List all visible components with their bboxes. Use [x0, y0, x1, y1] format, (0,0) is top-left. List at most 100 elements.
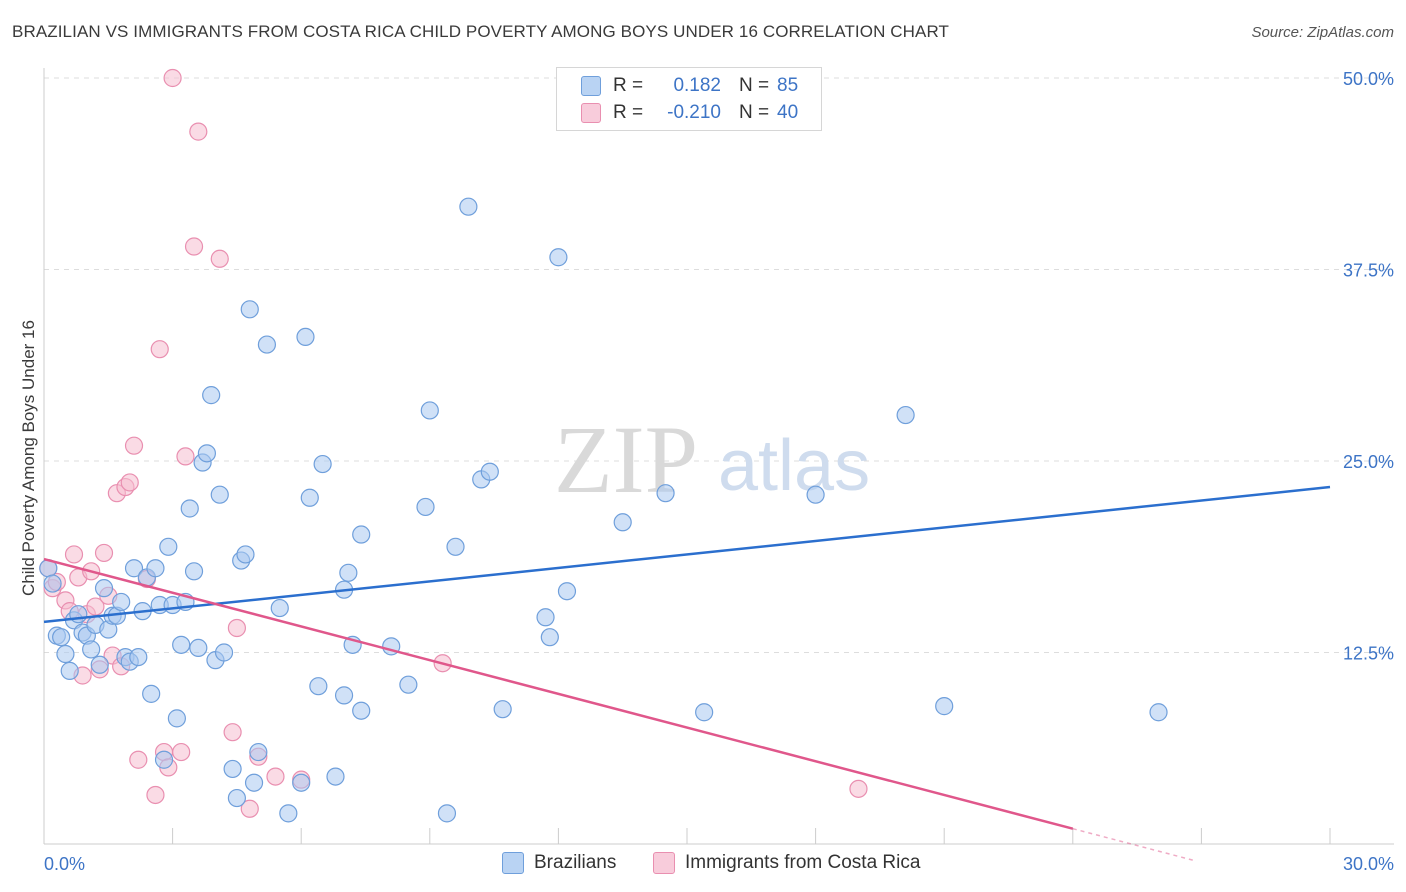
data-point-brazilians — [202, 386, 221, 405]
data-point-brazilians — [536, 608, 555, 627]
data-point-brazilians — [236, 545, 255, 564]
data-point-brazilians — [129, 647, 148, 667]
data-point-brazilians — [56, 644, 75, 664]
data-point-brazilians — [493, 700, 512, 719]
data-point-brazilians — [142, 684, 161, 703]
legend-swatch-blue — [581, 76, 601, 96]
legend-swatch-blue — [502, 852, 524, 874]
correlation-legend: R = 0.182 N = 85 R = -0.210 N = 40 — [556, 67, 822, 131]
watermark-zip: ZIP — [554, 406, 698, 513]
data-point-brazilians — [437, 804, 457, 823]
data-point-brazilians — [197, 444, 216, 463]
data-point-brazilians — [557, 582, 577, 601]
tick-labels: 12.5% 25.0% 37.5% 50.0% 0.0% 30.0% — [44, 69, 1394, 874]
data-point-costa-rica — [172, 742, 191, 762]
data-point-costa-rica — [240, 799, 259, 818]
legend-r-label: R = — [613, 102, 644, 123]
legend-n-value: 85 — [777, 75, 799, 96]
legend-n-label: N = — [739, 102, 770, 123]
data-point-brazilians — [459, 197, 478, 216]
legend-row-costa-rica: R = -0.210 N = 40 — [581, 101, 798, 125]
trend-line-brazilians — [43, 485, 1331, 624]
x-tick-label: 0.0% — [44, 854, 85, 874]
data-point-brazilians — [399, 675, 418, 694]
data-point-brazilians — [480, 462, 499, 481]
data-point-brazilians — [180, 499, 199, 518]
y-axis-label: Child Poverty Among Boys Under 16 — [19, 320, 38, 596]
data-point-costa-rica — [210, 249, 229, 268]
data-point-brazilians — [244, 773, 264, 792]
data-point-brazilians — [420, 401, 439, 420]
legend-r-label: R = — [613, 75, 644, 96]
data-point-costa-rica — [176, 447, 195, 466]
data-point-brazilians — [549, 248, 568, 267]
legend-swatch-pink — [581, 103, 601, 123]
data-point-costa-rica — [146, 785, 165, 805]
data-point-costa-rica — [86, 597, 105, 616]
series-legend: Brazilians Immigrants from Costa Rica — [0, 852, 1406, 878]
data-point-costa-rica — [124, 436, 144, 455]
data-point-brazilians — [309, 677, 328, 696]
data-point-brazilians — [695, 703, 714, 722]
data-point-brazilians — [52, 628, 71, 647]
y-tick-label: 12.5% — [1343, 644, 1394, 664]
data-point-costa-rica — [163, 68, 182, 88]
legend-row-brazilians: R = 0.182 N = 85 — [581, 74, 798, 98]
chart-title: BRAZILIAN VS IMMIGRANTS FROM COSTA RICA … — [12, 22, 950, 41]
data-point-brazilians — [210, 485, 229, 504]
data-point-brazilians — [656, 484, 675, 503]
x-tick-label: 30.0% — [1343, 854, 1394, 874]
data-point-brazilians — [334, 686, 354, 705]
data-point-brazilians — [257, 335, 277, 354]
data-point-brazilians — [94, 579, 114, 598]
data-point-brazilians — [326, 767, 345, 786]
data-point-brazilians — [296, 327, 315, 347]
data-point-brazilians — [339, 563, 358, 582]
axes — [43, 68, 1394, 845]
data-point-brazilians — [249, 742, 268, 762]
data-point-costa-rica — [849, 779, 868, 798]
data-point-brazilians — [613, 513, 632, 532]
data-point-brazilians — [184, 562, 204, 581]
legend-n-label: N = — [739, 75, 770, 96]
data-point-brazilians — [167, 709, 186, 728]
y-tick-label: 37.5% — [1343, 261, 1394, 281]
data-point-brazilians — [446, 537, 465, 556]
data-point-brazilians — [292, 773, 311, 792]
trend-lines — [43, 485, 1331, 861]
data-point-brazilians — [313, 454, 332, 474]
data-point-costa-rica — [129, 750, 148, 769]
data-point-brazilians — [112, 592, 131, 612]
data-point-brazilians — [352, 701, 371, 720]
data-point-brazilians — [154, 750, 174, 769]
data-point-brazilians — [124, 559, 144, 578]
legend-n-value: 40 — [777, 102, 799, 123]
data-point-brazilians — [60, 661, 79, 680]
legend-label-costa-rica: Immigrants from Costa Rica — [685, 852, 921, 873]
y-tick-label: 25.0% — [1343, 452, 1394, 472]
data-point-brazilians — [896, 405, 915, 425]
data-point-costa-rica — [184, 237, 204, 256]
data-point-brazilians — [1149, 703, 1168, 722]
source-label: Source: ZipAtlas.com — [1251, 24, 1394, 41]
data-point-costa-rica — [266, 767, 285, 786]
data-point-costa-rica — [64, 545, 84, 564]
data-point-brazilians — [189, 638, 208, 658]
legend-item-brazilians: Brazilians — [502, 852, 616, 874]
data-point-costa-rica — [94, 543, 114, 563]
data-point-brazilians — [82, 640, 101, 659]
data-point-brazilians — [69, 605, 88, 624]
data-point-brazilians — [540, 628, 559, 647]
data-point-brazilians — [214, 643, 234, 662]
data-point-brazilians — [416, 497, 435, 517]
watermark-atlas: atlas — [718, 426, 870, 506]
data-point-brazilians — [279, 804, 298, 823]
legend-r-value: 0.182 — [673, 75, 721, 96]
data-point-brazilians — [43, 574, 62, 593]
data-point-brazilians — [352, 525, 371, 544]
legend-item-costa-rica: Immigrants from Costa Rica — [653, 852, 920, 874]
y-tick-label: 50.0% — [1343, 69, 1394, 89]
data-point-brazilians — [223, 759, 242, 779]
data-point-brazilians — [935, 697, 954, 716]
